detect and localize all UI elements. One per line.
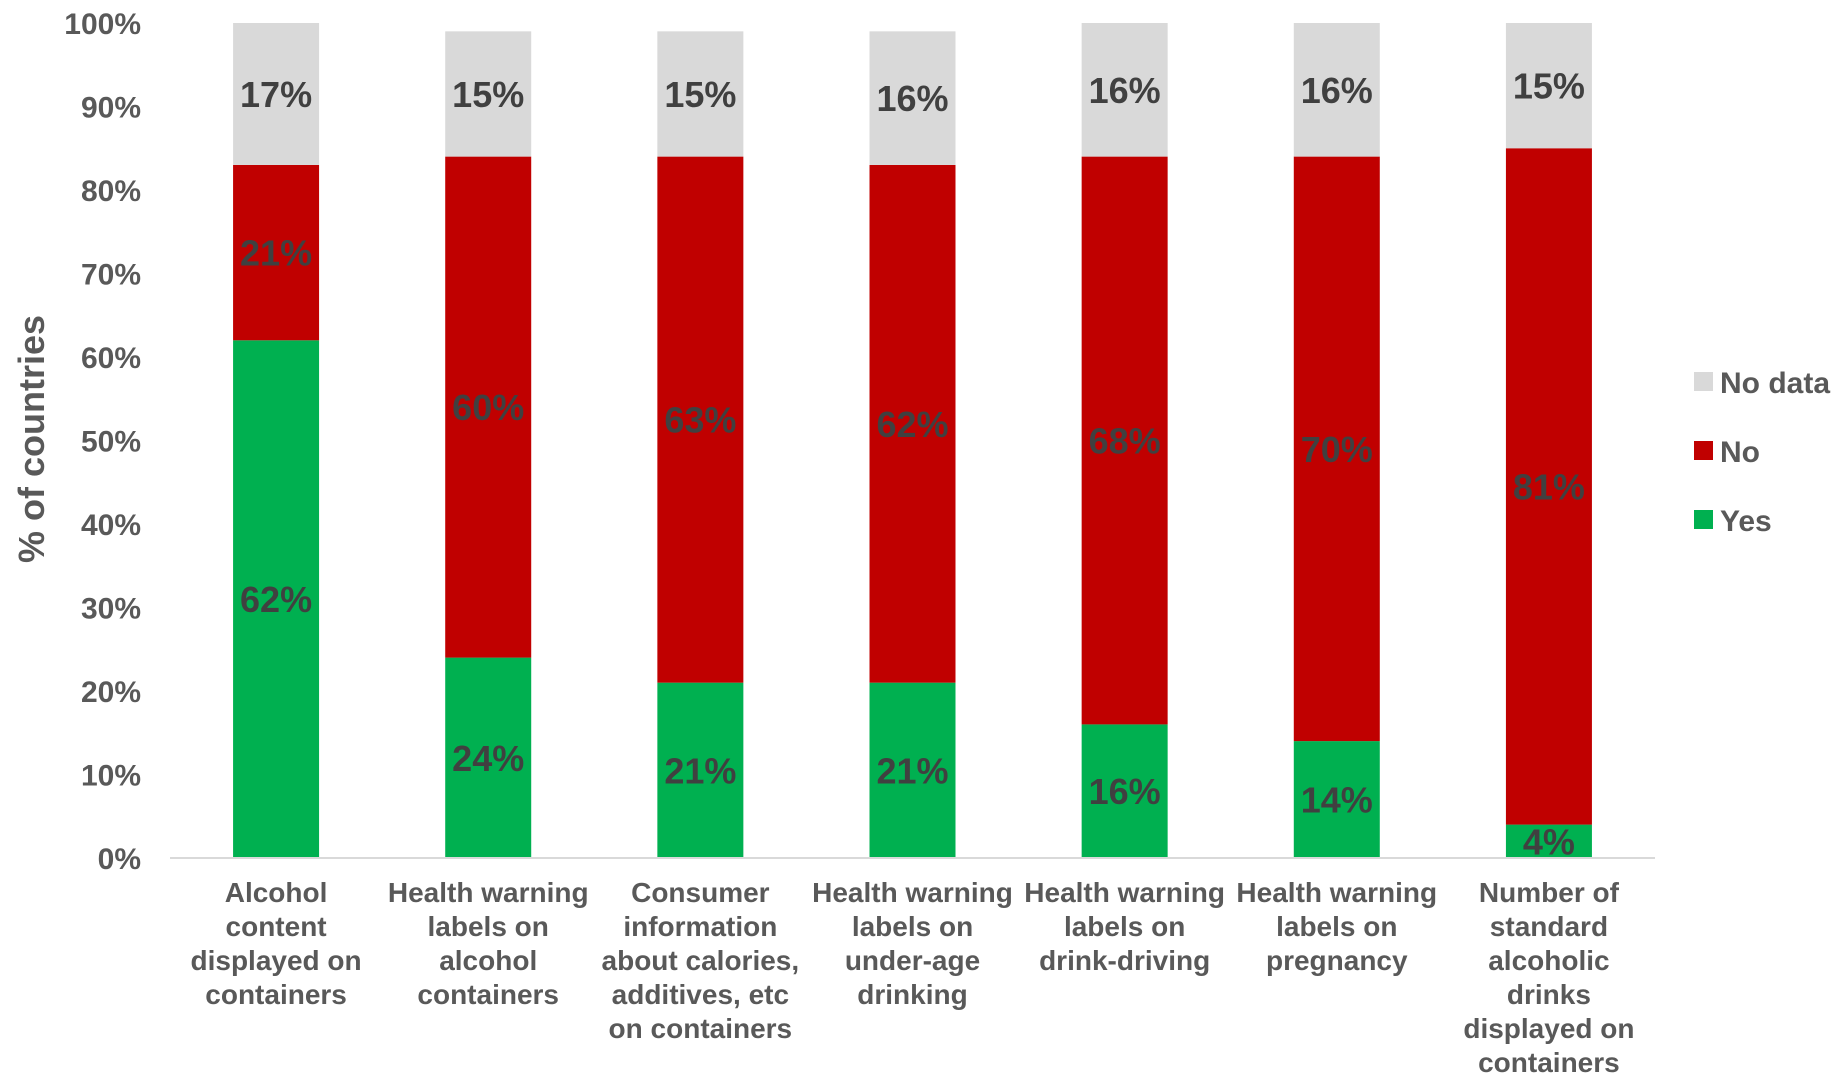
y-axis: 0% 10% 20% 30% 40% 50% 60% 70% 80% 90% 100% (64, 8, 141, 876)
bar-segment-no-data (657, 31, 744, 157)
data-label: 60% (452, 387, 524, 428)
data-label: 24% (452, 738, 524, 779)
x-category-label: Health warning labels on pregnancy (1236, 877, 1437, 976)
y-tick-label: 40% (81, 509, 141, 542)
bar-segment-yes (445, 657, 532, 858)
data-label: 15% (664, 74, 736, 115)
data-label: 63% (664, 400, 736, 441)
data-label: 16% (1089, 70, 1161, 111)
y-tick-label: 80% (81, 175, 141, 208)
y-tick-label: 0% (98, 843, 141, 876)
data-label: 15% (452, 74, 524, 115)
bar-segment-no (657, 156, 744, 683)
bar-segment-no (1081, 156, 1168, 725)
data-label: 68% (1089, 421, 1161, 462)
y-tick-label: 60% (81, 342, 141, 375)
legend-swatch (1694, 372, 1713, 391)
data-label: 16% (1301, 70, 1373, 111)
y-tick-label: 30% (81, 593, 141, 626)
data-label: 70% (1301, 429, 1373, 470)
legend: No data No Yes (1694, 367, 1830, 538)
bar-segment-yes (657, 682, 744, 858)
data-label: 62% (876, 404, 948, 445)
bar-segment-yes (1505, 824, 1592, 858)
legend-label: No data (1720, 367, 1830, 400)
data-label: 16% (876, 78, 948, 119)
legend-swatch (1694, 510, 1713, 529)
bar-segment-no (445, 156, 532, 658)
bar-segment-no (233, 164, 320, 341)
x-axis: Alcohol content displayed on containersHeal… (170, 857, 1655, 1074)
data-label: 62% (240, 579, 312, 620)
bar-segment-yes (1293, 741, 1380, 858)
legend-label: No (1720, 436, 1760, 469)
data-label: 4% (1523, 821, 1575, 862)
data-label: 14% (1301, 780, 1373, 821)
x-category-label: Health warning labels on alcohol containers (388, 877, 589, 1010)
x-category-label: Health warning labels on under-age drinking (812, 877, 1013, 1010)
bar-segment-yes (233, 340, 320, 858)
bar-segment-no-data (869, 31, 956, 165)
x-category-label: Health warning labels on drink-driving (1024, 877, 1225, 976)
data-label: 16% (1089, 771, 1161, 812)
data-label: 17% (240, 74, 312, 115)
bar-segment-no (1505, 148, 1592, 825)
bar-segment-no-data (1081, 23, 1168, 157)
legend-label: Yes (1720, 505, 1772, 538)
y-tick-label: 90% (81, 92, 141, 125)
data-label: 21% (876, 750, 948, 791)
bar-segment-no-data (233, 23, 320, 165)
y-tick-label: 20% (81, 676, 141, 709)
bar-segment-yes (869, 682, 956, 858)
bar-segment-no-data (445, 31, 532, 157)
bar-segment-no (869, 164, 956, 683)
y-tick-label: 50% (81, 426, 141, 459)
bars: 62% 21% 17% 24% 60% 15% 21% 63% 15% 21% 62% 16% 16% 6… (233, 23, 1592, 862)
y-axis-title: % of countries (11, 315, 52, 563)
data-label: 81% (1513, 466, 1585, 507)
y-tick-label: 10% (81, 760, 141, 793)
data-label: 21% (664, 750, 736, 791)
bar-segment-no-data (1505, 23, 1592, 149)
legend-swatch (1694, 441, 1713, 460)
y-tick-label: 70% (81, 259, 141, 292)
bar-segment-yes (1081, 724, 1168, 858)
x-category-label: Consumer information about calories, additi… (602, 877, 800, 1044)
bar-segment-no (1293, 156, 1380, 742)
data-label: 21% (240, 233, 312, 274)
y-tick-label: 100% (64, 8, 141, 41)
bar-segment-no-data (1293, 23, 1380, 157)
data-label: 15% (1513, 66, 1585, 107)
x-category-label: Alcohol content displayed on containers (190, 877, 361, 1010)
x-category-label: Number of standard alcoholic drinks displaye… (1463, 877, 1634, 1074)
